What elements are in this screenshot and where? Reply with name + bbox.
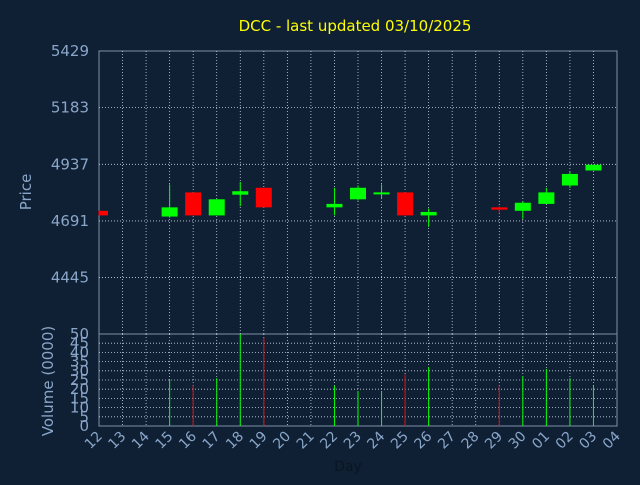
volume-tick-label: 45 — [70, 334, 89, 352]
candle-body-down — [397, 192, 414, 216]
x-tick-label: 01 — [529, 429, 553, 453]
x-tick-label: 25 — [388, 429, 412, 453]
x-tick-label: 03 — [576, 429, 600, 453]
price-axis-label: Price — [17, 174, 35, 211]
x-tick-label: 30 — [506, 429, 530, 453]
volume-tick-label: 35 — [70, 353, 89, 371]
x-tick-label: 23 — [341, 429, 365, 453]
x-tick-label: 24 — [364, 428, 388, 452]
candle-body-up — [326, 203, 343, 208]
candle-body-up — [208, 199, 225, 216]
x-tick-label: 14 — [129, 428, 153, 452]
price-tick-label: 5183 — [51, 99, 89, 117]
x-tick-label: 20 — [270, 429, 294, 453]
x-tick-label: 02 — [553, 429, 577, 453]
candle-body-up — [373, 192, 390, 195]
candle-body-down — [99, 210, 108, 216]
volume-tick-label: 15 — [70, 389, 89, 407]
volume-axis-label: Volume (0000) — [39, 326, 57, 436]
candle-body-up — [420, 211, 437, 216]
x-tick-label: 28 — [459, 429, 483, 453]
volume-tick-label: 50 — [70, 325, 89, 343]
x-tick-label: 29 — [482, 429, 506, 453]
volume-tick-label: 40 — [70, 343, 89, 361]
candle-body-up — [161, 207, 178, 217]
candle-body-up — [232, 191, 249, 195]
x-tick-label: 13 — [105, 429, 129, 453]
x-tick-label: 21 — [294, 429, 318, 453]
candle-body-up — [538, 192, 555, 204]
x-tick-label: 17 — [200, 429, 224, 453]
volume-tick-label: 20 — [70, 380, 89, 398]
price-tick-label: 4691 — [51, 212, 89, 230]
x-tick-label: 27 — [435, 429, 459, 453]
candle-body-down — [255, 187, 272, 208]
volume-tick-label: 10 — [70, 399, 89, 417]
x-tick-label: 04 — [600, 428, 624, 452]
price-tick-label: 4445 — [51, 269, 89, 287]
price-tick-label: 4937 — [51, 155, 89, 173]
volume-tick-label: 5 — [79, 408, 89, 426]
x-tick-label: 16 — [176, 428, 200, 452]
x-tick-label: 22 — [317, 429, 341, 453]
x-axis-label: Day — [334, 459, 362, 475]
chart-title: DCC - last updated 03/10/2025 — [239, 17, 472, 35]
candle-body-up — [514, 202, 531, 211]
candle-body-down — [185, 192, 202, 216]
x-tick-label: 19 — [247, 429, 271, 453]
price-tick-label: 5429 — [51, 42, 89, 60]
candle-body-down — [491, 207, 508, 210]
x-tick-label: 18 — [223, 429, 247, 453]
volume-tick-label: 25 — [70, 371, 89, 389]
candle-body-up — [585, 164, 602, 171]
candle-body-up — [350, 187, 366, 200]
volume-tick-label: 30 — [70, 362, 89, 380]
x-tick-label: 15 — [153, 429, 177, 453]
x-tick-label: 26 — [412, 428, 436, 452]
volume-tick-label: 0 — [79, 417, 89, 435]
candle-body-up — [561, 173, 578, 186]
